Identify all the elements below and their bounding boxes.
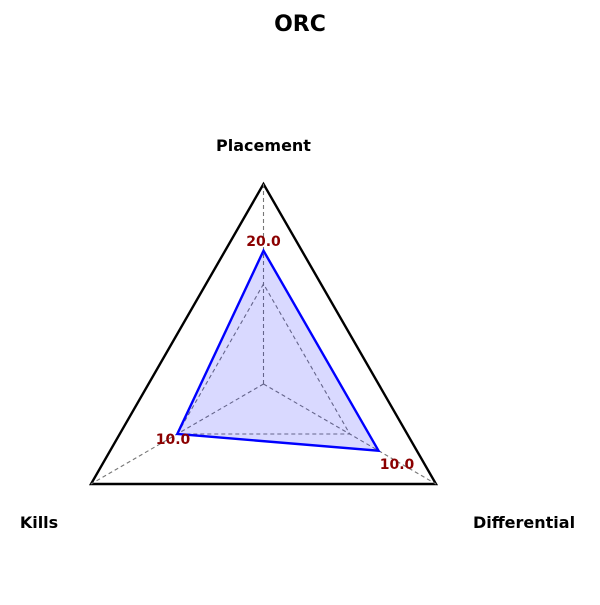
- axis-label-differential: Differential: [473, 513, 575, 532]
- radar-grid-polygon: [176, 282, 351, 435]
- value-label-differential: 10.0: [380, 457, 415, 473]
- value-label-kills: 10.0: [156, 432, 191, 448]
- value-label-placement: 20.0: [246, 234, 281, 250]
- axis-label-kills: Kills: [20, 513, 58, 532]
- chart-title: ORC: [274, 12, 326, 37]
- axis-label-placement: Placement: [216, 136, 311, 155]
- radar-series-polygon: [175, 248, 381, 453]
- radar-outline-triangle: [88, 181, 439, 486]
